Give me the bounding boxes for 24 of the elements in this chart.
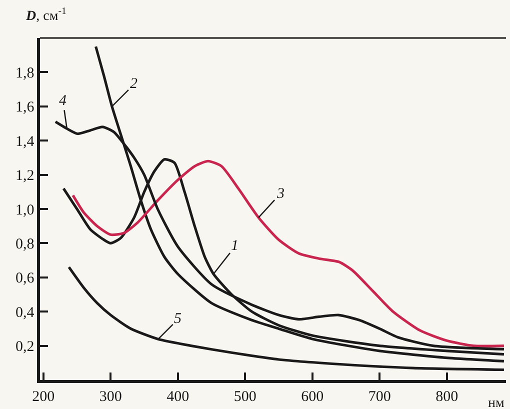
annotation: 2	[130, 76, 138, 92]
y-tick-label: 1,0	[16, 202, 34, 218]
y-tick-label: 1,2	[16, 168, 34, 184]
line-series	[68, 266, 506, 372]
annotation: 1	[231, 238, 238, 254]
y-tick-label: 0,2	[16, 339, 34, 356]
x-tick-label: 700	[368, 388, 391, 405]
x-tick-label: 400	[166, 388, 190, 405]
x-tick-label: 600	[301, 388, 324, 405]
x-tick-label: 800	[436, 388, 458, 405]
annotation: 4	[59, 93, 67, 109]
x-tick-label: 300	[99, 388, 122, 405]
annotation: 5	[174, 311, 182, 327]
y-tick-label: 1,6	[16, 100, 35, 116]
y-tick-label: 0,8	[16, 236, 34, 252]
y-tick-label: 0,6	[16, 270, 35, 287]
y-tick-label: 0,4	[16, 304, 35, 321]
y-axis-title: D, см$^{-1}$	[25, 6, 66, 24]
y-tick-label: 1,4	[16, 134, 35, 150]
x-tick-label: 500	[234, 388, 256, 405]
annotation: 3	[276, 186, 284, 202]
y-tick-label: 1,8	[16, 65, 34, 82]
x-tick-label: 200	[32, 388, 55, 405]
x-axis-title: нм	[488, 396, 504, 409]
